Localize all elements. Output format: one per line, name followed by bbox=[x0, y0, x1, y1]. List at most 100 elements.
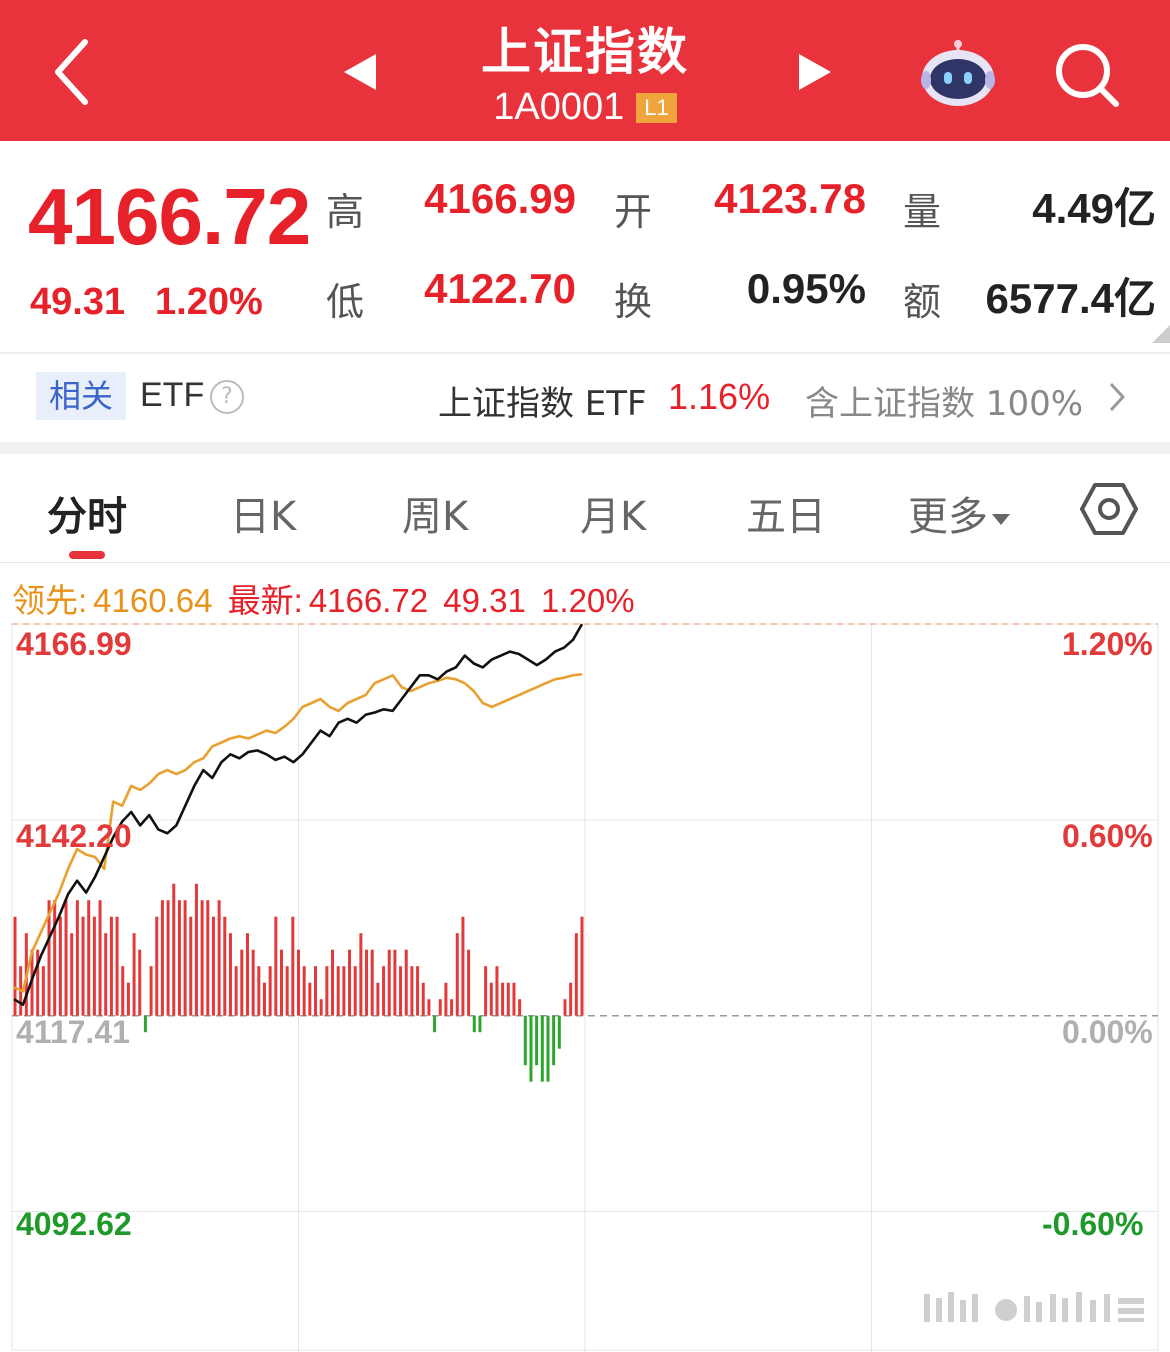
breadth-bar-down bbox=[472, 1015, 476, 1033]
price-axis-label-low: 4092.62 bbox=[16, 1206, 132, 1242]
high-label: 高 bbox=[326, 190, 365, 234]
breadth-bar-up bbox=[115, 916, 119, 1016]
breadth-bar-up bbox=[291, 916, 295, 1016]
amount-label: 额 bbox=[903, 280, 942, 324]
high-value: 4166.99 bbox=[424, 175, 576, 222]
breadth-bar-up bbox=[217, 900, 221, 1016]
chart-tabs: 分时 日K 周K 月K 五日 更多 bbox=[0, 454, 1170, 562]
breadth-bar-up bbox=[455, 933, 459, 1016]
etf-holding: 含上证指数 100% bbox=[805, 384, 1084, 424]
chevron-right-icon[interactable] bbox=[1105, 380, 1129, 414]
search-icon[interactable] bbox=[1052, 40, 1122, 110]
intraday-chart[interactable]: 4166.99 4142.20 4117.41 4092.62 1.20% 0.… bbox=[0, 620, 1170, 1352]
related-etf-row[interactable]: 相关 ETF ? 上证指数 ETF 1.16% 含上证指数 100% bbox=[0, 354, 1170, 442]
help-icon[interactable]: ? bbox=[210, 380, 244, 414]
amount-value: 6577.4亿 bbox=[985, 275, 1156, 322]
price-axis-label-base: 4117.41 bbox=[16, 1014, 130, 1050]
breadth-bar-up bbox=[444, 982, 448, 1016]
section-gap bbox=[0, 442, 1170, 454]
breadth-bar-up bbox=[518, 999, 522, 1016]
tab-more[interactable]: 更多 bbox=[908, 484, 1010, 542]
pct-axis-label-high: 1.20% bbox=[1062, 626, 1153, 662]
breadth-bar-up bbox=[104, 933, 108, 1016]
tab-five-day[interactable]: 五日 bbox=[746, 494, 826, 540]
tab-weekly-k[interactable]: 周K bbox=[402, 494, 469, 540]
etf-change-pct: 1.16% bbox=[668, 376, 771, 417]
breadth-bar-up bbox=[138, 949, 142, 1016]
level-badge: L1 bbox=[636, 92, 677, 123]
breadth-bar-up bbox=[331, 949, 335, 1016]
breadth-bar-up bbox=[223, 916, 227, 1016]
breadth-bar-up bbox=[489, 982, 493, 1016]
divider bbox=[0, 562, 1170, 563]
watermark-logo-icon bbox=[924, 1292, 1144, 1322]
breadth-bar-up bbox=[399, 966, 403, 1016]
breadth-bar-up bbox=[75, 900, 79, 1016]
breadth-bar-up bbox=[160, 900, 164, 1016]
intraday-chart-svg bbox=[11, 623, 1159, 1352]
settings-hexagon-icon[interactable] bbox=[1080, 482, 1138, 536]
chart-info-line: 领先: 4160.64 最新: 4166.72 49.31 1.20% bbox=[12, 574, 641, 622]
tab-monthly-k[interactable]: 月K bbox=[580, 494, 647, 540]
breadth-bar-up bbox=[387, 949, 391, 1016]
breadth-bar-up bbox=[438, 999, 442, 1016]
previous-triangle-icon[interactable] bbox=[340, 52, 380, 92]
pct-axis-label-mid: 0.60% bbox=[1062, 818, 1153, 854]
volume-value: 4.49亿 bbox=[1032, 185, 1156, 232]
breadth-bar-up bbox=[268, 966, 272, 1016]
breadth-bar-up bbox=[121, 966, 125, 1016]
breadth-bar-up bbox=[416, 966, 420, 1016]
breadth-bar-up bbox=[569, 982, 573, 1016]
breadth-bar-up bbox=[64, 900, 68, 1016]
tab-more-label: 更多 bbox=[908, 494, 988, 540]
leading-index-line bbox=[13, 672, 583, 993]
breadth-bar-up bbox=[149, 966, 153, 1016]
breadth-bar-up bbox=[563, 999, 567, 1016]
breadth-bar-up bbox=[228, 933, 232, 1016]
breadth-bar-up bbox=[274, 916, 278, 1016]
expand-corner-icon[interactable] bbox=[1152, 325, 1170, 343]
breadth-bar-down bbox=[433, 1015, 437, 1033]
breadth-bar-up bbox=[348, 949, 352, 1016]
breadth-bar-up bbox=[41, 966, 45, 1016]
breadth-bar-up bbox=[183, 900, 187, 1016]
breadth-bar-up bbox=[461, 916, 465, 1016]
breadth-bar-up bbox=[410, 966, 414, 1016]
breadth-bar-up bbox=[450, 999, 454, 1016]
breadth-bar-up bbox=[36, 949, 40, 1016]
breadth-bar-up bbox=[87, 900, 91, 1016]
breadth-bar-up bbox=[92, 916, 96, 1016]
info-change: 49.31 bbox=[443, 582, 526, 619]
breadth-bar-up bbox=[98, 900, 102, 1016]
next-triangle-icon[interactable] bbox=[795, 52, 835, 92]
open-value: 4123.78 bbox=[714, 175, 866, 222]
breadth-bar-up bbox=[393, 949, 397, 1016]
breadth-bar-up bbox=[308, 982, 312, 1016]
latest-label: 最新: bbox=[227, 582, 303, 619]
volume-label: 量 bbox=[903, 190, 942, 234]
price-change: 49.31 bbox=[30, 281, 126, 323]
breadth-bar-up bbox=[285, 966, 289, 1016]
breadth-bar-up bbox=[297, 949, 300, 1016]
breadth-bar-up bbox=[501, 982, 505, 1016]
pct-axis-label-low: -0.60% bbox=[1042, 1206, 1144, 1242]
page-title: 上证指数 bbox=[481, 23, 689, 81]
back-arrow-icon[interactable] bbox=[40, 30, 110, 110]
breadth-bar-up bbox=[109, 916, 113, 1016]
divider bbox=[0, 352, 1170, 354]
breadth-bar-down bbox=[478, 1015, 482, 1033]
breadth-bar-up bbox=[262, 982, 266, 1016]
breadth-bar-up bbox=[484, 966, 488, 1016]
breadth-bar-up bbox=[574, 933, 578, 1016]
breadth-bar-up bbox=[421, 982, 425, 1016]
breadth-bar-up bbox=[53, 900, 57, 1016]
breadth-bar-up bbox=[370, 949, 374, 1016]
breadth-bar-up bbox=[13, 916, 17, 1016]
stock-code-row: 1A0001 L1 bbox=[385, 86, 785, 129]
tab-intraday[interactable]: 分时 bbox=[47, 494, 127, 540]
breadth-bar-up bbox=[172, 883, 176, 1016]
active-tab-indicator bbox=[69, 551, 105, 559]
breadth-bar-up bbox=[126, 982, 130, 1016]
tab-daily-k[interactable]: 日K bbox=[230, 494, 297, 540]
robot-assistant-icon[interactable] bbox=[918, 38, 998, 108]
